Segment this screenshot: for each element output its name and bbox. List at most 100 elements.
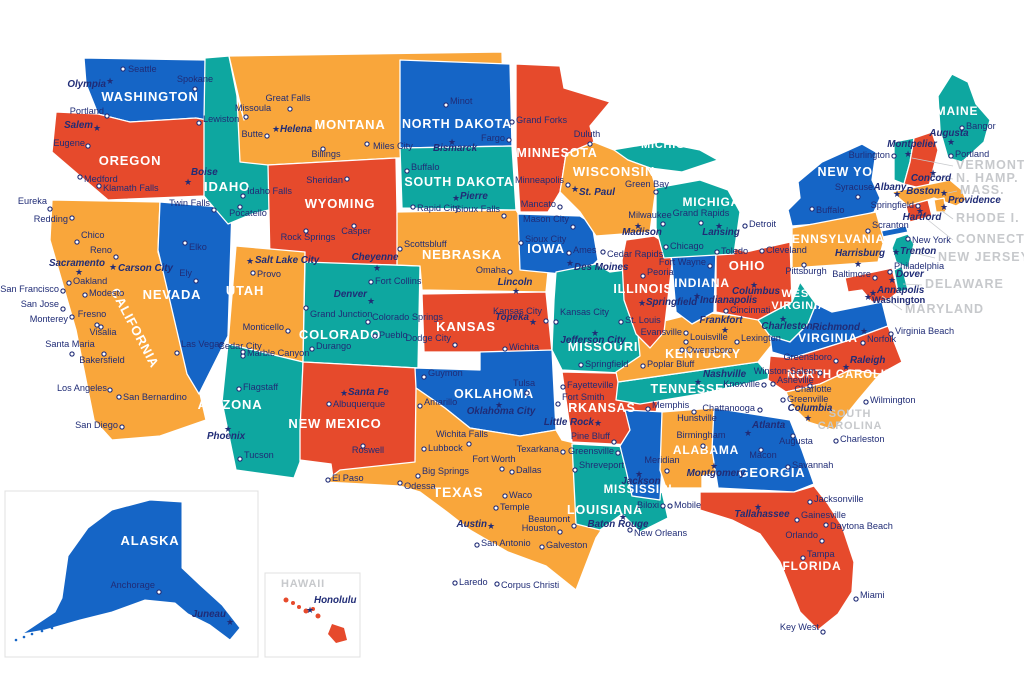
city-dot-ely: [193, 278, 199, 284]
city-label-miami: Miami: [860, 590, 885, 600]
city-dot-bakersfield: [101, 351, 107, 357]
city-dot-scranton: [865, 228, 871, 234]
city-dot-cedar-rapids: [600, 249, 606, 255]
state-ia: [517, 213, 599, 277]
city-label-san-francisco: San Francisco: [0, 284, 59, 294]
ocean-label-delaware: DELAWARE: [925, 277, 1004, 291]
city-dot-birmingham: [700, 443, 706, 449]
city-dot-flagstaff: [236, 386, 242, 392]
city-dot-green-bay: [653, 189, 659, 195]
city-dot-mancato: [557, 204, 563, 210]
state-ut: [227, 245, 306, 363]
city-dot-fargo: [506, 137, 512, 143]
city-dot-evansville: [683, 330, 689, 336]
city-dot-syracuse: [855, 194, 861, 200]
city-dot-new-york: [905, 236, 911, 242]
city-dot-lewiston: [196, 120, 202, 126]
city-dot-charleston: [833, 438, 839, 444]
city-dot-butte: [264, 133, 270, 139]
city-dot-pocatello: [237, 204, 243, 210]
state-nj: [891, 233, 915, 269]
city-dot-corpus-christi: [494, 581, 500, 587]
city-dot-missoula: [243, 114, 249, 120]
state-ks: [421, 291, 553, 353]
city-label-laredo: Laredo: [459, 577, 488, 587]
city-dot-texarkana: [560, 449, 566, 455]
city-dot-san-bernardino: [116, 394, 122, 400]
state-va: [769, 301, 889, 359]
city-dot-detroit: [742, 223, 748, 229]
city-dot-houston: [557, 529, 563, 535]
city-dot-buffalo: [809, 206, 815, 212]
city-dot-rock-springs: [303, 228, 309, 234]
ocean-label-maryland: MARYLAND: [905, 302, 984, 316]
city-dot-las-vegas: [174, 350, 180, 356]
state-wy: [267, 157, 399, 266]
city-dot-sioux-city: [518, 240, 524, 246]
state-fl: [699, 485, 855, 631]
city-label-new-york: New York: [912, 235, 951, 245]
city-dot-miles-city: [364, 141, 370, 147]
aleutian-island: [50, 626, 54, 630]
city-dot-great-falls: [287, 106, 293, 112]
city-dot-mobile: [667, 503, 673, 509]
state-md: [844, 267, 899, 303]
city-dot-temple: [493, 505, 499, 511]
city-dot-roswell: [360, 443, 366, 449]
city-label-eureka: Eureka: [18, 196, 48, 206]
state-tx: [323, 387, 625, 591]
city-dot-toledo: [714, 249, 720, 255]
state-alaska: [21, 499, 241, 641]
city-dot-tucson: [237, 456, 243, 462]
city-dot-reno: [113, 254, 119, 260]
hawaii-island: [291, 601, 295, 605]
hawaii-island: [328, 624, 347, 643]
state-ct: [905, 199, 933, 223]
city-dot-monterey: [69, 314, 75, 320]
city-dot-louisville: [683, 339, 689, 345]
city-dot-springfield: [578, 362, 584, 368]
city-dot-norfolk: [860, 340, 866, 346]
city-dot-grand-forks: [509, 119, 515, 125]
city-dot-new-orleans: [627, 527, 633, 533]
city-dot-santa-maria: [69, 351, 75, 357]
city-dot-orlando: [819, 538, 825, 544]
state-sc: [785, 369, 881, 431]
city-dot-sioux-falls: [501, 213, 507, 219]
city-dot-greensboro: [833, 358, 839, 364]
city-dot-el-paso: [325, 477, 331, 483]
city-dot-fayetteville: [560, 384, 566, 390]
state-mi: [655, 179, 741, 259]
city-dot-kansas-city: [543, 318, 549, 324]
city-dot-los-angeles: [107, 387, 113, 393]
city-dot-st-louis: [618, 319, 624, 325]
city-dot-asheville: [770, 381, 776, 387]
city-dot-milwaukee: [660, 221, 666, 227]
city-dot-virginia-beach: [888, 331, 894, 337]
city-dot-shreveport: [572, 467, 578, 473]
city-dot-medford: [77, 174, 83, 180]
city-dot-grand-junction: [303, 305, 309, 311]
city-dot-meridian: [664, 468, 670, 474]
hawaii-island: [311, 607, 315, 611]
city-dot-klamath-falls: [96, 183, 102, 189]
city-dot-seattle: [120, 66, 126, 72]
state-sd: [399, 145, 517, 211]
label-pointer-line: [947, 190, 958, 194]
city-dot-grand-rapids: [698, 220, 704, 226]
hawaii-island: [283, 597, 289, 603]
city-dot-omaha: [507, 269, 513, 275]
city-dot-chicago: [663, 244, 669, 250]
city-dot-wichita-falls: [466, 441, 472, 447]
city-dot-san-francisco: [60, 288, 66, 294]
ocean-label-vermont: VERMONT: [956, 158, 1024, 172]
city-dot-baltimore: [872, 275, 878, 281]
city-dot-portland: [104, 113, 110, 119]
ocean-label-connect-: CONNECT.: [956, 232, 1024, 246]
city-dot-miami: [853, 596, 859, 602]
city-dot-ames: [566, 250, 572, 256]
city-dot-buffalo: [404, 168, 410, 174]
city-dot-chico: [74, 239, 80, 245]
city-dot-greenville: [780, 397, 786, 403]
label-pointer-line: [909, 251, 936, 259]
